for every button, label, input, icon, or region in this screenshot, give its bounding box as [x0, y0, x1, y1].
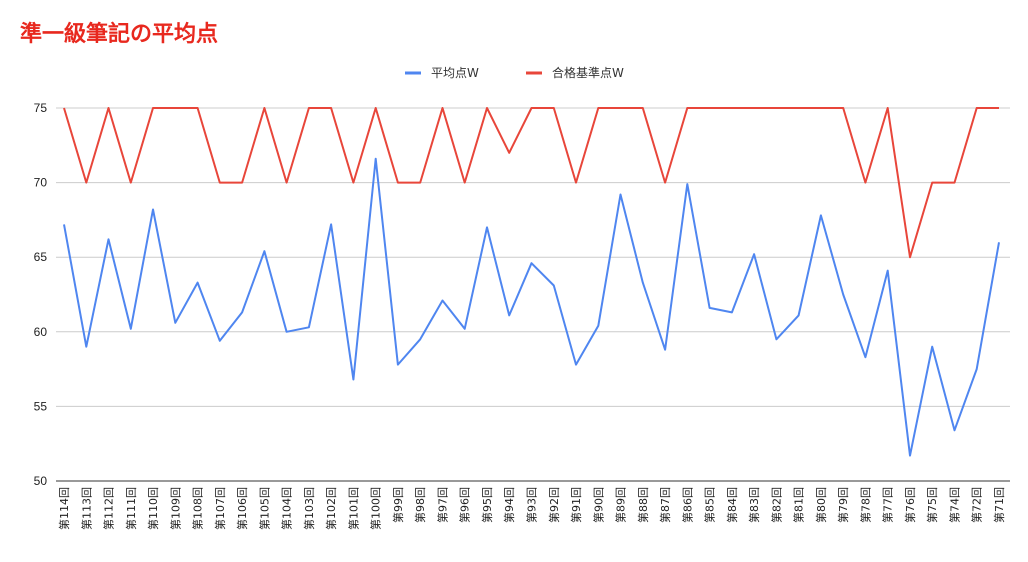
y-tick-label: 75: [34, 101, 48, 115]
x-tick-label: 第97回: [435, 487, 449, 523]
x-tick-label: 第87回: [658, 487, 672, 523]
legend-label: 合格基準点W: [552, 65, 624, 80]
x-tick-label: 第113回: [79, 487, 93, 530]
x-tick-label: 第82回: [769, 487, 783, 523]
y-tick-label: 50: [34, 474, 48, 488]
x-tick-label: 第85回: [703, 487, 717, 523]
x-tick-label: 第71回: [992, 487, 1006, 523]
x-tick-label: 第114回: [57, 487, 71, 530]
x-tick-label: 第105回: [257, 487, 271, 530]
y-axis: 50 55 60 65 70 75: [34, 101, 48, 488]
series-lines: [63, 107, 1000, 457]
y-tick-label: 65: [34, 250, 48, 264]
series-line-pass-mark: [63, 107, 999, 259]
x-tick-label: 第94回: [502, 487, 516, 523]
legend-label: 平均点W: [431, 66, 479, 80]
x-tick-label: 第92回: [547, 487, 561, 523]
x-tick-label: 第80回: [814, 487, 828, 523]
grid-lines: [56, 107, 1010, 482]
x-tick-label: 第86回: [680, 487, 694, 523]
x-axis: 第114回 第113回 第112回 第111回 第110回 第109回 第108回 第107回…: [57, 487, 1006, 530]
x-tick-label: 第100回: [369, 487, 383, 530]
series-line-average: [63, 157, 1000, 457]
legend: 平均点W 合格基準点W: [405, 65, 624, 80]
x-tick-label: 第93回: [525, 487, 539, 523]
x-tick-label: 第79回: [836, 487, 850, 523]
x-tick-label: 第102回: [324, 487, 338, 530]
x-tick-label: 第90回: [591, 487, 605, 523]
y-tick-label: 60: [34, 325, 48, 339]
x-tick-label: 第89回: [614, 487, 628, 523]
x-tick-label: 第98回: [413, 487, 427, 523]
x-tick-label: 第91回: [569, 487, 583, 523]
x-tick-label: 第111回: [124, 487, 138, 530]
x-tick-label: 第81回: [792, 487, 806, 523]
chart-title: 準一級筆記の平均点: [20, 22, 219, 47]
x-tick-label: 第74回: [947, 487, 961, 523]
x-tick-label: 第108回: [191, 487, 205, 530]
x-tick-label: 第103回: [302, 487, 316, 530]
x-tick-label: 第109回: [168, 487, 182, 530]
x-tick-label: 第99回: [391, 487, 405, 523]
x-tick-label: 第112回: [102, 487, 116, 530]
x-tick-label: 第110回: [146, 487, 160, 530]
x-tick-label: 第75回: [925, 487, 939, 523]
x-tick-label: 第95回: [480, 487, 494, 523]
x-tick-label: 第78回: [858, 487, 872, 523]
x-tick-label: 第76回: [903, 487, 917, 523]
x-tick-label: 第101回: [346, 487, 360, 530]
x-tick-label: 第106回: [235, 487, 249, 530]
x-tick-label: 第107回: [213, 487, 227, 530]
x-tick-label: 第83回: [747, 487, 761, 523]
y-tick-label: 55: [34, 399, 48, 413]
x-tick-label: 第88回: [636, 487, 650, 523]
y-tick-label: 70: [34, 176, 48, 190]
x-tick-label: 第84回: [725, 487, 739, 523]
x-tick-label: 第96回: [458, 487, 472, 523]
x-tick-label: 第72回: [970, 487, 984, 523]
x-tick-label: 第104回: [280, 487, 294, 530]
x-tick-label: 第77回: [881, 487, 895, 523]
